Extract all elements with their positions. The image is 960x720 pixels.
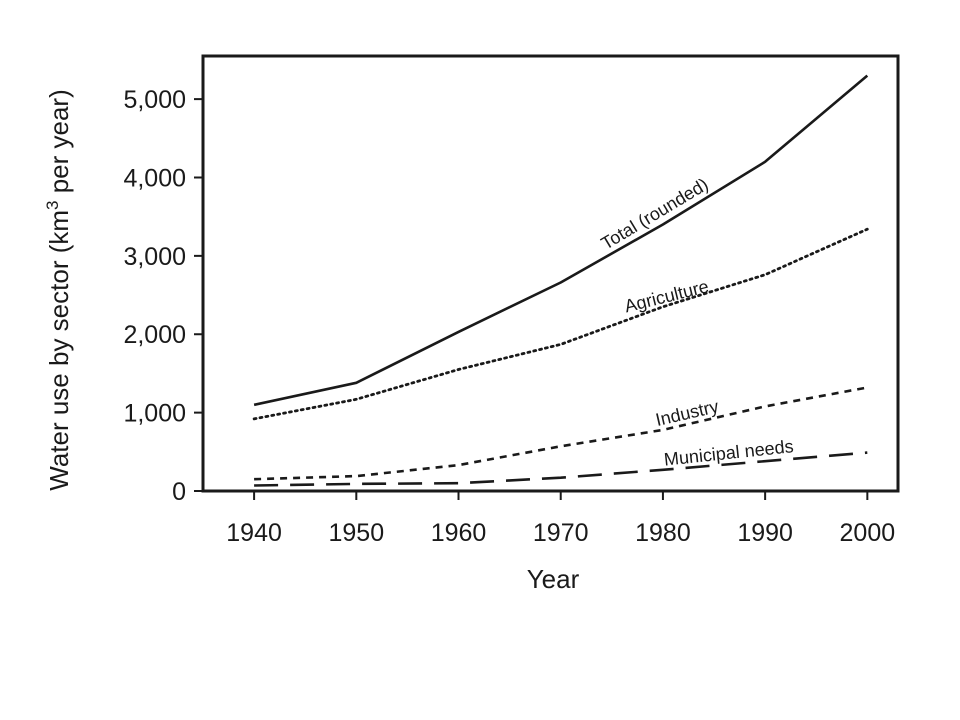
series-line-agriculture [252, 227, 869, 421]
y-tick-label: 0 [172, 478, 186, 506]
series-lines [252, 74, 869, 487]
x-tick-label: 1940 [226, 519, 282, 547]
y-axis-title-text: Water use by sector (km [44, 210, 74, 491]
y-tick-label: 2,000 [123, 321, 186, 349]
series-line-total-rounded [253, 74, 869, 407]
y-tick-label: 4,000 [123, 164, 186, 192]
y-axis-title-text-end: per year) [44, 89, 74, 200]
y-tick-label: 5,000 [123, 86, 186, 114]
x-tick-label: 1980 [635, 519, 691, 547]
x-axis: 1940 1950 1960 1970 1980 1990 2000 [226, 491, 895, 547]
series-line-municipal-needs [254, 451, 868, 487]
y-axis-title-superscript: 3 [43, 201, 62, 210]
x-tick-label: 1990 [737, 519, 793, 547]
x-tick-label: 1950 [328, 519, 384, 547]
x-axis-title: Year [527, 564, 580, 594]
x-tick-label: 1960 [431, 519, 487, 547]
y-axis: 0 1,000 2,000 3,000 4,000 5,000 [123, 86, 203, 506]
plot-frame [201, 54, 900, 493]
y-tick-label: 1,000 [123, 400, 186, 428]
y-tick-label: 3,000 [123, 243, 186, 271]
x-tick-label: 1970 [533, 519, 589, 547]
x-tick-label: 2000 [840, 519, 896, 547]
y-axis-title: Water use by sector (km3 per year) [43, 89, 74, 491]
